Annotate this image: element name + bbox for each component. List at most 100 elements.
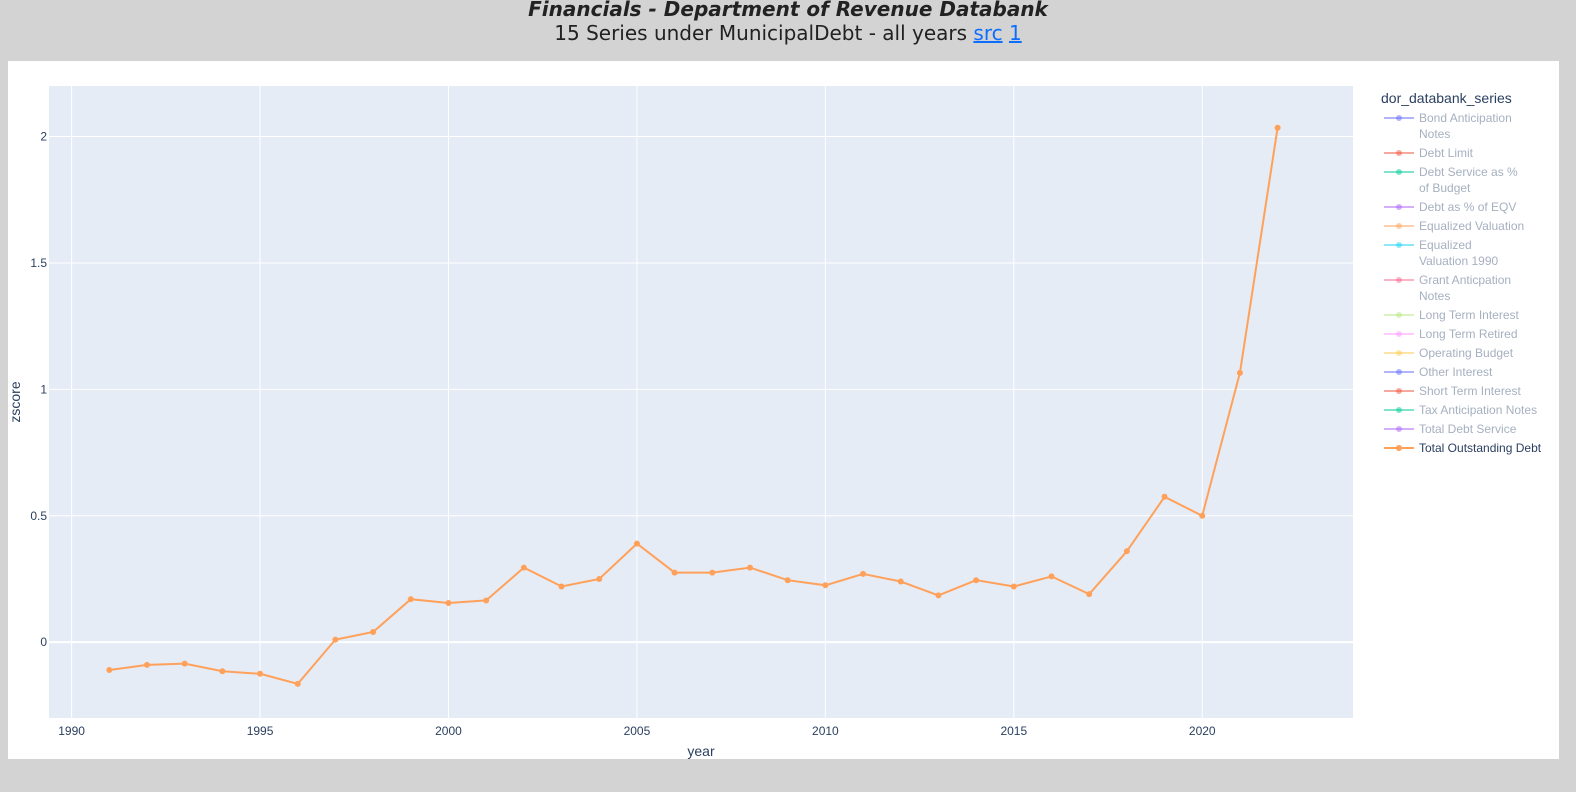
legend-swatch-marker[interactable] [1396,115,1402,121]
legend-item-label-line: Equalized [1419,238,1472,252]
legend-item-label[interactable]: Total Debt Service [1419,422,1517,436]
legend-swatch-marker[interactable] [1396,223,1402,229]
x-tick-label: 2000 [435,724,462,738]
data-point[interactable] [257,670,264,677]
data-point[interactable] [897,578,904,585]
legend-item-label-line: of Budget [1419,181,1471,195]
legend-item-label[interactable]: Bond Anticipation Notes [1419,111,1512,141]
data-point[interactable] [407,596,414,603]
data-point[interactable] [1123,548,1130,555]
x-tick-label: 1995 [247,724,274,738]
subtitle-text: 15 Series under MunicipalDebt - all year… [554,21,968,45]
data-point[interactable] [1274,124,1281,131]
data-point[interactable] [784,577,791,584]
data-point[interactable] [709,569,716,576]
data-point[interactable] [1010,583,1017,590]
legend-item-label-line: Long Term Retired [1419,327,1518,341]
legend-swatch-marker[interactable] [1396,312,1402,318]
legend-item-label[interactable]: Debt Limit [1419,146,1474,160]
x-tick-label: 1990 [58,724,85,738]
legend-item-label[interactable]: Tax Anticipation Notes [1419,403,1537,417]
legend-item-label[interactable]: Grant Anticpation Notes [1419,273,1511,303]
x-axis-title: year [687,743,715,759]
data-point[interactable] [671,569,678,576]
data-point[interactable] [1236,369,1243,376]
data-point[interactable] [935,592,942,599]
legend-item-label[interactable]: Debt Service as % of Budget [1419,165,1518,195]
legend-item-label[interactable]: Debt as % of EQV [1419,200,1516,214]
src-link[interactable]: src [973,21,1003,45]
data-point[interactable] [1199,512,1206,519]
page-title: Financials - Department of Revenue Datab… [528,0,1048,21]
data-point[interactable] [746,564,753,571]
y-tick-label: 0 [40,635,47,649]
data-point[interactable] [558,583,565,590]
legend-swatch-marker[interactable] [1396,331,1402,337]
data-point[interactable] [520,564,527,571]
legend-swatch-marker[interactable] [1396,445,1402,451]
y-tick-label: 0.5 [30,509,47,523]
y-tick-label: 1.5 [30,256,47,270]
line-chart[interactable]: 1990 1995 2000 2005 2010 2015 2020 0 0.5 1 1.5 2 yea… [8,61,1559,759]
y-tick-label: 1 [40,382,47,396]
data-point[interactable] [106,666,113,673]
legend-swatch-marker[interactable] [1396,426,1402,432]
data-point[interactable] [1161,493,1168,500]
legend-swatch-marker[interactable] [1396,242,1402,248]
x-tick-label: 2015 [1000,724,1027,738]
data-point[interactable] [370,629,377,636]
legend-item-label[interactable]: Operating Budget [1419,346,1514,360]
legend-item-label-line: Debt as % of EQV [1419,200,1516,214]
legend-swatch-marker[interactable] [1396,169,1402,175]
legend-item-label-line: Equalized Valuation [1419,219,1524,233]
legend-item-label[interactable]: Total Outstanding Debt [1419,441,1542,455]
legend-item-label[interactable]: Equalized Valuation [1419,219,1524,233]
plot-card: 1990 1995 2000 2005 2010 2015 2020 0 0.5 1 1.5 2 yea… [8,61,1559,759]
legend-item-label-line: Debt Limit [1419,146,1474,160]
x-tick-label: 2020 [1189,724,1216,738]
plot-area [49,86,1353,718]
data-point[interactable] [445,599,452,606]
data-point[interactable] [973,577,980,584]
legend-item-label-line: Total Debt Service [1419,422,1517,436]
y-axis-title: zscore [8,381,23,422]
data-point[interactable] [483,597,490,604]
data-point[interactable] [633,540,640,547]
legend-item-label[interactable]: Short Term Interest [1419,384,1521,398]
data-point[interactable] [181,660,188,667]
legend-item-label-line: Valuation 1990 [1419,254,1499,268]
legend-swatch-marker[interactable] [1396,277,1402,283]
data-point[interactable] [1048,573,1055,580]
data-point[interactable] [860,570,867,577]
legend-swatch-marker[interactable] [1396,204,1402,210]
legend-item-label-line: Total Outstanding Debt [1419,441,1542,455]
legend-swatch-marker[interactable] [1396,369,1402,375]
legend-swatch-marker[interactable] [1396,150,1402,156]
legend-item-label-line: Tax Anticipation Notes [1419,403,1537,417]
y-tick-label: 2 [40,130,47,144]
legend-item-label-line: Grant Anticpation [1419,273,1511,287]
data-point[interactable] [596,575,603,582]
legend-item-label[interactable]: Equalized Valuation 1990 [1419,238,1499,268]
legend-item-label-line: Operating Budget [1419,346,1514,360]
legend-item-label[interactable]: Long Term Retired [1419,327,1518,341]
data-point[interactable] [822,582,829,589]
x-tick-label: 2005 [624,724,651,738]
data-point[interactable] [332,636,339,643]
legend-item-label-line: Debt Service as % [1419,165,1518,179]
legend-item-label[interactable]: Long Term Interest [1419,308,1519,322]
data-point[interactable] [294,680,301,687]
legend-item-label[interactable]: Other Interest [1419,365,1493,379]
series-line-total-outstanding-debt[interactable] [109,127,1279,686]
data-point[interactable] [1086,591,1093,598]
source-1-link[interactable]: 1 [1008,21,1022,45]
legend-swatch-marker[interactable] [1396,407,1402,413]
data-point[interactable] [219,668,226,675]
legend-item-label-line: Long Term Interest [1419,308,1519,322]
legend-swatch-marker[interactable] [1396,350,1402,356]
data-point[interactable] [143,661,150,668]
legend-title: dor_databank_series [1381,90,1512,106]
legend-item-label-line: Other Interest [1419,365,1493,379]
legend-item-label-line: Notes [1419,127,1450,141]
legend-swatch-marker[interactable] [1396,388,1402,394]
